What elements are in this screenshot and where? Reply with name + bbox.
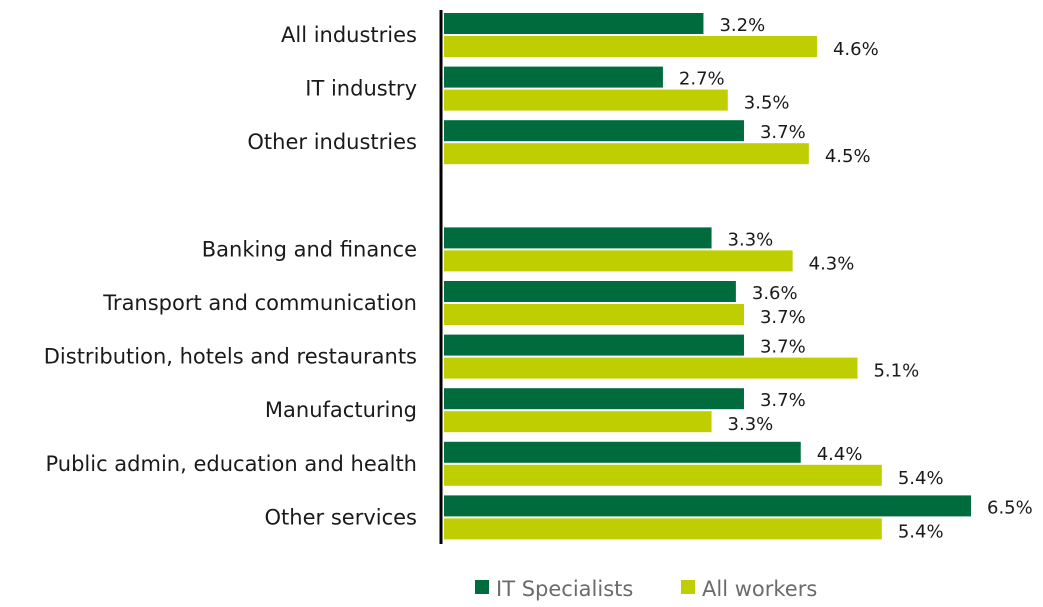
category-label-it-industry: IT industry [305, 77, 417, 101]
bar-all-workers-distribution-hotels-and-restaurants [444, 358, 857, 379]
bar-all-workers-all-industries [444, 36, 817, 57]
value-label-all-workers-banking-and-finance: 4.3% [809, 253, 855, 274]
bar-all-workers-transport-and-communication [444, 304, 744, 325]
category-label-banking-and-finance: Banking and finance [202, 237, 417, 261]
bar-all-workers-it-industry [444, 90, 728, 111]
bar-all-workers-public-admin-education-and-health [444, 465, 882, 486]
bars-group [444, 13, 971, 539]
category-label-public-admin-education-and-health: Public admin, education and health [45, 452, 417, 476]
value-label-it-specialists-it-industry: 2.7% [679, 69, 725, 90]
bar-it-specialists-manufacturing [444, 388, 744, 409]
legend: IT Specialists All workers [475, 577, 817, 601]
category-label-distribution-hotels-and-restaurants: Distribution, hotels and restaurants [44, 345, 417, 369]
value-label-it-specialists-all-industries: 3.2% [719, 15, 765, 36]
value-label-all-workers-other-services: 5.4% [898, 521, 944, 542]
value-label-it-specialists-other-services: 6.5% [987, 497, 1033, 518]
value-labels: 3.2% 4.6% 2.7% 3.5% 3.7% 4.5% 3.3% 4.3% 3.6% 3.7%… [679, 15, 1033, 542]
bar-it-specialists-public-admin-education-and-health [444, 442, 801, 463]
bar-all-workers-manufacturing [444, 411, 712, 432]
value-label-it-specialists-public-admin-education-and-health: 4.4% [817, 444, 863, 465]
category-label-other-services: Other services [265, 505, 417, 529]
bar-all-workers-banking-and-finance [444, 250, 793, 271]
value-label-it-specialists-other-industries: 3.7% [760, 122, 806, 143]
value-label-it-specialists-manufacturing: 3.7% [760, 390, 806, 411]
value-label-all-workers-manufacturing: 3.3% [728, 414, 774, 435]
value-label-it-specialists-transport-and-communication: 3.6% [752, 283, 798, 304]
bar-it-specialists-banking-and-finance [444, 227, 712, 248]
legend-swatch-all-workers [681, 580, 695, 594]
value-label-all-workers-distribution-hotels-and-restaurants: 5.1% [873, 361, 919, 382]
legend-label-it-specialists: IT Specialists [496, 577, 633, 601]
bar-it-specialists-it-industry [444, 67, 663, 88]
category-label-all-industries: All industries [281, 23, 417, 47]
category-label-other-industries: Other industries [247, 130, 417, 154]
value-label-all-workers-it-industry: 3.5% [744, 93, 790, 114]
category-label-manufacturing: Manufacturing [265, 398, 417, 422]
legend-swatch-it-specialists [475, 580, 489, 594]
bar-all-workers-other-industries [444, 143, 809, 164]
value-label-all-workers-all-industries: 4.6% [833, 39, 879, 60]
value-label-all-workers-transport-and-communication: 3.7% [760, 307, 806, 328]
bar-it-specialists-all-industries [444, 13, 703, 34]
bar-it-specialists-other-industries [444, 120, 744, 141]
bar-all-workers-other-services [444, 518, 882, 539]
category-label-transport-and-communication: Transport and communication [102, 291, 417, 315]
value-label-it-specialists-distribution-hotels-and-restaurants: 3.7% [760, 337, 806, 358]
category-labels: All industries IT industry Other industrie… [44, 23, 417, 529]
value-label-all-workers-public-admin-education-and-health: 5.4% [898, 468, 944, 489]
value-label-it-specialists-banking-and-finance: 3.3% [728, 229, 774, 250]
legend-label-all-workers: All workers [702, 577, 817, 601]
value-label-all-workers-other-industries: 4.5% [825, 146, 871, 167]
bar-it-specialists-distribution-hotels-and-restaurants [444, 335, 744, 356]
bar-it-specialists-transport-and-communication [444, 281, 736, 302]
bar-it-specialists-other-services [444, 495, 971, 516]
